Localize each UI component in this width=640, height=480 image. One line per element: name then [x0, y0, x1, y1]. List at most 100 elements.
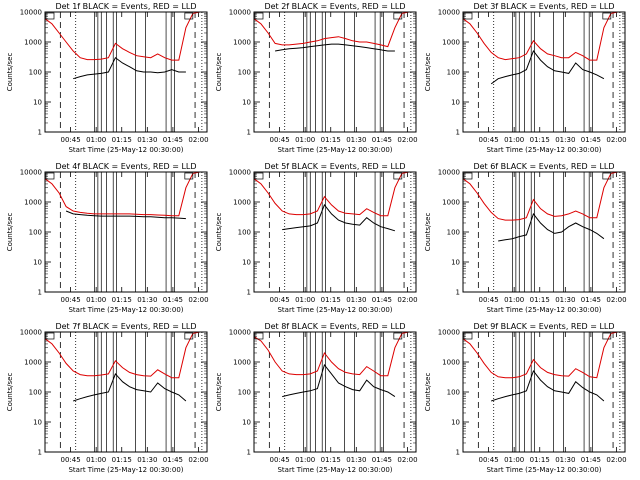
plot-frame: [253, 171, 417, 293]
x-tick-label: 02:00: [188, 456, 208, 464]
series-line-lld: [253, 331, 416, 377]
y-axis-label: Counts/sec: [424, 213, 432, 252]
plot-frame: [462, 11, 626, 133]
y-tick-label: 100: [238, 229, 251, 237]
detector-panel-8: Det 8f BLACK = Events, RED = LLD Counts/s…: [215, 322, 418, 474]
series-line-lld: [253, 11, 416, 48]
y-axis-label: Counts/sec: [424, 373, 432, 412]
detector-panel-4: Det 4f BLACK = Events, RED = LLD Counts/s…: [6, 162, 209, 314]
series-line-lld: [462, 171, 625, 221]
detector-panel-5: Det 5f BLACK = Events, RED = LLD Counts/s…: [215, 162, 418, 314]
plot-frame: [44, 331, 208, 453]
y-tick-label: 1: [247, 289, 251, 297]
plot-frame: [462, 331, 626, 453]
series-line-lld: [462, 11, 625, 61]
x-tick-label: 00:45: [478, 136, 498, 144]
corner-box: [463, 12, 473, 20]
x-axis-label: Start Time (25-May-12 00:30:00): [68, 306, 183, 314]
detector-panel-1: Det 1f BLACK = Events, RED = LLD Counts/s…: [6, 2, 209, 154]
x-tick-label: 01:00: [295, 136, 315, 144]
corner-box: [184, 12, 194, 20]
x-tick-label: 01:15: [112, 136, 132, 144]
panel-title: Det 9f BLACK = Events, RED = LLD: [473, 322, 614, 331]
y-tick-label: 10000: [229, 169, 251, 177]
y-tick-label: 10: [242, 99, 251, 107]
x-tick-label: 01:15: [530, 296, 550, 304]
x-tick-label: 00:45: [269, 456, 289, 464]
panel-title: Det 3f BLACK = Events, RED = LLD: [473, 2, 614, 11]
x-tick-label: 01:15: [321, 136, 341, 144]
corner-box: [602, 12, 612, 20]
detector-panel-3: Det 3f BLACK = Events, RED = LLD Counts/s…: [424, 2, 627, 154]
y-axis-label: Counts/sec: [6, 213, 14, 252]
y-tick-label: 10000: [229, 9, 251, 17]
x-tick-label: 01:30: [555, 456, 575, 464]
x-tick-label: 01:00: [504, 456, 524, 464]
x-tick-label: 00:45: [478, 296, 498, 304]
x-tick-label: 01:00: [86, 296, 106, 304]
x-tick-label: 01:15: [321, 296, 341, 304]
x-tick-label: 02:00: [606, 456, 626, 464]
x-axis-label: Start Time (25-May-12 00:30:00): [277, 466, 392, 474]
y-tick-label: 1000: [442, 199, 460, 207]
series-line-events: [491, 369, 605, 402]
corner-box: [184, 172, 194, 180]
corner-box: [45, 332, 55, 340]
y-tick-label: 1: [38, 129, 42, 137]
x-tick-label: 01:30: [137, 456, 157, 464]
y-tick-label: 10000: [438, 169, 460, 177]
panel-title: Det 5f BLACK = Events, RED = LLD: [264, 162, 405, 171]
y-tick-label: 1000: [233, 39, 251, 47]
y-tick-label: 100: [238, 389, 251, 397]
x-tick-label: 02:00: [397, 136, 417, 144]
y-tick-label: 100: [238, 69, 251, 77]
y-axis-label: Counts/sec: [6, 373, 14, 412]
y-tick-label: 10000: [20, 329, 42, 337]
plot-frame: [44, 171, 208, 293]
series-line-events: [275, 43, 395, 52]
x-axis-label: Start Time (25-May-12 00:30:00): [68, 466, 183, 474]
x-tick-label: 01:00: [504, 136, 524, 144]
plot-frame: [253, 331, 417, 453]
corner-box: [45, 12, 55, 20]
x-tick-label: 01:45: [163, 296, 183, 304]
x-tick-label: 01:45: [581, 456, 601, 464]
x-tick-label: 00:45: [269, 296, 289, 304]
panel-title: Det 1f BLACK = Events, RED = LLD: [55, 2, 196, 11]
series-line-events: [282, 363, 396, 398]
x-tick-label: 02:00: [188, 136, 208, 144]
x-tick-label: 02:00: [397, 296, 417, 304]
y-tick-label: 10000: [438, 329, 460, 337]
x-tick-label: 01:30: [137, 136, 157, 144]
panel-title: Det 4f BLACK = Events, RED = LLD: [55, 162, 196, 171]
y-tick-label: 1: [247, 449, 251, 457]
x-tick-label: 02:00: [397, 456, 417, 464]
x-tick-label: 01:00: [86, 456, 106, 464]
x-tick-label: 00:45: [60, 456, 80, 464]
panel-title: Det 7f BLACK = Events, RED = LLD: [55, 322, 196, 331]
y-axis-label: Counts/sec: [215, 213, 223, 252]
x-tick-label: 01:15: [530, 136, 550, 144]
y-tick-label: 10: [451, 419, 460, 427]
series-line-events: [73, 372, 187, 402]
y-tick-label: 10000: [20, 9, 42, 17]
x-tick-label: 01:30: [346, 456, 366, 464]
corner-box: [602, 172, 612, 180]
panel-title: Det 6f BLACK = Events, RED = LLD: [473, 162, 614, 171]
y-tick-label: 10: [33, 99, 42, 107]
y-tick-label: 10: [33, 419, 42, 427]
x-axis-label: Start Time (25-May-12 00:30:00): [486, 306, 601, 314]
plot-frame: [462, 171, 626, 293]
x-tick-label: 02:00: [606, 136, 626, 144]
panel-title: Det 8f BLACK = Events, RED = LLD: [264, 322, 405, 331]
y-tick-label: 10000: [438, 9, 460, 17]
corner-box: [184, 332, 194, 340]
series-line-lld: [44, 11, 207, 61]
y-tick-label: 100: [29, 229, 42, 237]
corner-box: [393, 172, 403, 180]
corner-box: [393, 12, 403, 20]
y-tick-label: 10: [242, 259, 251, 267]
detector-panel-2: Det 2f BLACK = Events, RED = LLD Counts/s…: [215, 2, 418, 154]
y-tick-label: 100: [29, 389, 42, 397]
